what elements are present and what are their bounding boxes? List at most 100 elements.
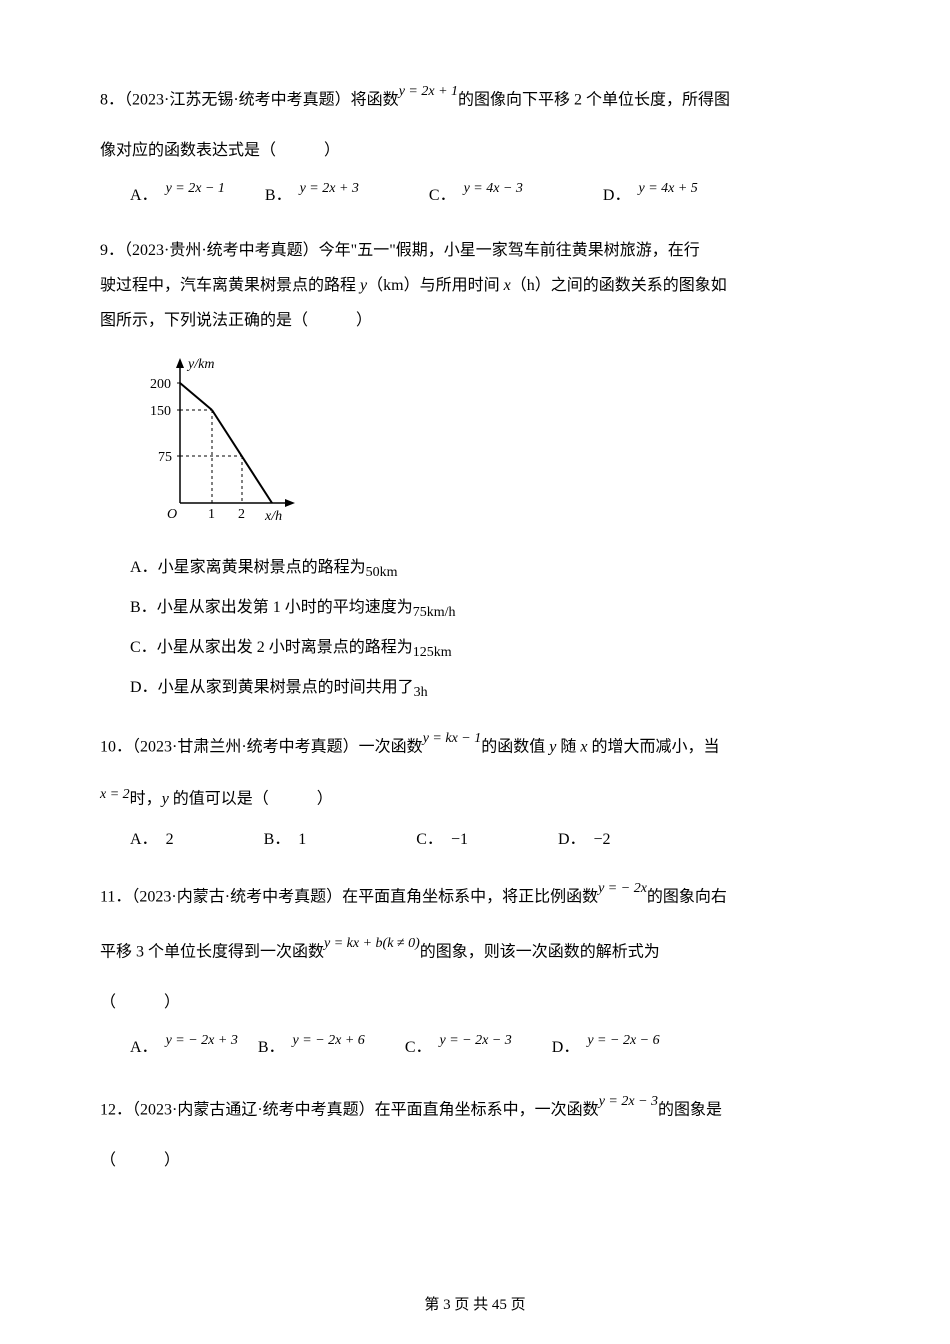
q10-text5: 的值可以是（ ）	[169, 790, 333, 807]
q12-line1: 12．（2023·内蒙古通辽·统考中考真题）在平面直角坐标系中，一次函数y = …	[100, 1090, 850, 1128]
q9-b-label: B．	[130, 599, 157, 616]
origin-label: O	[167, 507, 177, 522]
q9-chart: y/km 200 150 75 1 2 x/h O	[130, 353, 850, 541]
q10-source: （2023·甘肃兰州·统考中考真题）一次函数	[132, 738, 423, 755]
q11-options: A． y = − 2x + 3 B． y = − 2x + 6 C． y = −…	[100, 1030, 850, 1065]
q9-option-b: B．小星从家出发第 1 小时的平均速度为75km/h	[130, 592, 850, 627]
q10-b-label: B．	[264, 822, 291, 857]
q9-text3: 图所示，下列说法正确的是（ ）	[100, 312, 372, 329]
q9-var-x: x	[504, 277, 511, 294]
q10-text1: 的函数值	[481, 738, 549, 755]
q9-unit-h: （h）之间的函数关系的图象如	[511, 277, 727, 294]
q10-b-text: 1	[298, 822, 306, 857]
q9-unit-km: （km）	[367, 277, 419, 294]
q11-text4: （ ）	[100, 994, 180, 1011]
q12-line2: （ ）	[100, 1143, 850, 1178]
q8-c-label: C．	[429, 178, 456, 213]
q12-source: （2023·内蒙古通辽·统考中考真题）在平面直角坐标系中，一次函数	[132, 1102, 599, 1119]
q12-formula1: y = 2x − 3	[599, 1094, 658, 1109]
x-axis-label: x/h	[264, 509, 282, 524]
page-footer: 第 3 页 共 45 页	[0, 1293, 950, 1314]
q11-formula1: y = − 2x	[598, 881, 647, 896]
q11-formula2: y = kx + b(k ≠ 0)	[324, 936, 420, 951]
q8-line2: 像对应的函数表达式是（ ）	[100, 133, 850, 168]
q9-a-tail: 50km	[366, 565, 398, 580]
y-tick-150: 150	[150, 404, 171, 419]
q8-number: 8．	[100, 91, 124, 108]
q10-a-text: 2	[166, 822, 174, 857]
question-11: 11．（2023·内蒙古·统考中考真题）在平面直角坐标系中，将正比例函数y = …	[100, 877, 850, 1065]
q8-d-label: D．	[603, 178, 631, 213]
q10-formula1: y = kx − 1	[423, 731, 482, 746]
q11-b-label: B．	[258, 1030, 285, 1065]
q10-line2: x = 2时，y 的值可以是（ ）	[100, 779, 850, 817]
q11-number: 11．	[100, 888, 131, 905]
q11-c-formula: y = − 2x − 3	[440, 1026, 512, 1057]
q10-line1: 10．（2023·甘肃兰州·统考中考真题）一次函数y = kx − 1的函数值 …	[100, 727, 850, 765]
q10-c-label: C．	[416, 822, 443, 857]
q11-d-formula: y = − 2x − 6	[587, 1026, 659, 1057]
q8-option-a: A． y = 2x − 1	[130, 178, 225, 213]
q11-option-a: A． y = − 2x + 3	[130, 1030, 238, 1065]
q12-text2: （ ）	[100, 1152, 180, 1169]
q10-d-label: D．	[558, 822, 586, 857]
q10-option-a: A． 2	[130, 822, 174, 857]
q11-line2: 平移 3 个单位长度得到一次函数y = kx + b(k ≠ 0)的图象，则该一…	[100, 932, 850, 970]
q8-b-formula: y = 2x + 3	[300, 174, 359, 205]
q9-d-tail: 3h	[414, 685, 428, 700]
q9-options: A．小星家离黄果树景点的路程为50km B．小星从家出发第 1 小时的平均速度为…	[100, 552, 850, 707]
q9-option-c: C．小星从家出发 2 小时离景点的路程为125km	[130, 632, 850, 667]
q12-text1: 的图象是	[658, 1102, 722, 1119]
q9-number: 9．	[100, 242, 124, 259]
q10-d-text: −2	[594, 822, 611, 857]
q10-text3: 的增大而减小，当	[587, 738, 719, 755]
q8-d-formula: y = 4x + 5	[638, 174, 697, 205]
q8-b-label: B．	[265, 178, 292, 213]
y-tick-200: 200	[150, 377, 171, 392]
q10-c-text: −1	[451, 822, 468, 857]
q11-d-label: D．	[552, 1030, 580, 1065]
q10-option-b: B． 1	[264, 822, 307, 857]
q11-a-label: A．	[130, 1030, 158, 1065]
q8-c-formula: y = 4x − 3	[464, 174, 523, 205]
q9-c-text: 小星从家出发 2 小时离景点的路程为	[157, 639, 413, 656]
q9-option-d: D．小星从家到黄果树景点的时间共用了3h	[130, 672, 850, 707]
question-8: 8．（2023·江苏无锡·统考中考真题）将函数y = 2x + 1的图像向下平移…	[100, 80, 850, 213]
q8-text2: 像对应的函数表达式是（ ）	[100, 142, 340, 159]
question-10: 10．（2023·甘肃兰州·统考中考真题）一次函数y = kx − 1的函数值 …	[100, 727, 850, 857]
q10-number: 10．	[100, 738, 132, 755]
q11-text3: 的图象，则该一次函数的解析式为	[420, 944, 660, 961]
question-9: 9．（2023·贵州·统考中考真题）今年"五一"假期，小星一家驾车前往黄果树旅游…	[100, 233, 850, 707]
q11-line3: （ ）	[100, 985, 850, 1020]
q9-line2: 驶过程中，汽车离黄果树景点的路程 y（km）与所用时间 x（h）之间的函数关系的…	[100, 268, 850, 303]
q9-d-label: D．	[130, 679, 158, 696]
q11-option-c: C． y = − 2x − 3	[405, 1030, 512, 1065]
q11-option-d: D． y = − 2x − 6	[552, 1030, 660, 1065]
q9-b-text: 小星从家出发第 1 小时的平均速度为	[157, 599, 413, 616]
q9-d-text: 小星从家到黄果树景点的时间共用了	[158, 679, 414, 696]
q8-option-c: C． y = 4x − 3	[429, 178, 523, 213]
q8-option-d: D． y = 4x + 5	[603, 178, 698, 213]
q8-a-formula: y = 2x − 1	[166, 174, 225, 205]
q11-c-label: C．	[405, 1030, 432, 1065]
q9-line1: 9．（2023·贵州·统考中考真题）今年"五一"假期，小星一家驾车前往黄果树旅游…	[100, 233, 850, 268]
q11-option-b: B． y = − 2x + 6	[258, 1030, 365, 1065]
q9-a-text: 小星家离黄果树景点的路程为	[158, 559, 366, 576]
q10-vary2: y	[162, 790, 169, 807]
q11-b-formula: y = − 2x + 6	[293, 1026, 365, 1057]
q9-line3: 图所示，下列说法正确的是（ ）	[100, 303, 850, 338]
q8-option-b: B． y = 2x + 3	[265, 178, 359, 213]
q11-line1: 11．（2023·内蒙古·统考中考真题）在平面直角坐标系中，将正比例函数y = …	[100, 877, 850, 915]
question-12: 12．（2023·内蒙古通辽·统考中考真题）在平面直角坐标系中，一次函数y = …	[100, 1090, 850, 1178]
q8-stem: 8．（2023·江苏无锡·统考中考真题）将函数y = 2x + 1的图像向下平移…	[100, 80, 850, 118]
q10-option-c: C． −1	[416, 822, 468, 857]
q8-source: （2023·江苏无锡·统考中考真题）将函数	[124, 91, 399, 108]
y-axis-label: y/km	[186, 357, 214, 372]
x-tick-1: 1	[208, 507, 215, 522]
q9-c-label: C．	[130, 639, 157, 656]
q10-text2: 随	[556, 738, 580, 755]
q8-formula1: y = 2x + 1	[399, 84, 458, 99]
q9-chart-svg: y/km 200 150 75 1 2 x/h O	[130, 353, 300, 528]
y-tick-75: 75	[158, 450, 172, 465]
q8-text1: 的图像向下平移 2 个单位长度，所得图	[458, 91, 730, 108]
